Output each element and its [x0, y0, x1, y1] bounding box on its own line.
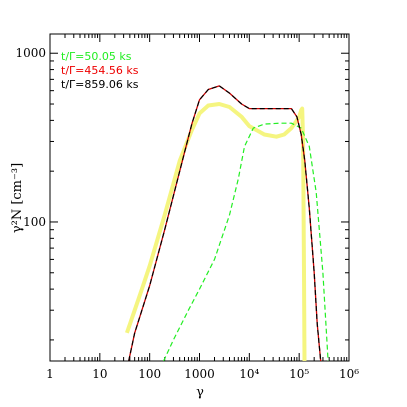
legend-entry: t/Γ=454.56 ks	[61, 64, 139, 77]
x-tick-label: 10⁴	[239, 367, 259, 381]
tick-marks	[49, 34, 349, 361]
series-line	[163, 122, 329, 361]
legend: t/Γ=50.05 kst/Γ=454.56 kst/Γ=859.06 ks	[61, 50, 139, 91]
x-axis-label: γ	[196, 385, 204, 400]
tick-labels: 1 10 100 1000 10⁴ 10⁵ 10⁶ 100 1000	[15, 46, 359, 381]
x-tick-label: 1	[46, 367, 54, 381]
series-layer	[125, 85, 329, 361]
x-tick-label: 10	[92, 367, 107, 381]
series-line	[128, 85, 322, 361]
y-tick-label: 1000	[15, 46, 46, 60]
legend-entry: t/Γ=859.06 ks	[61, 78, 139, 91]
x-tick-label: 10⁵	[289, 367, 309, 381]
legend-entry: t/Γ=50.05 ks	[61, 50, 132, 63]
x-tick-label: 1000	[184, 367, 215, 381]
x-tick-label: 100	[138, 367, 161, 381]
series-line	[125, 102, 307, 361]
y-axis-label: γ²N [cm⁻³]	[10, 163, 25, 233]
y-tick-label: 100	[23, 215, 46, 229]
x-tick-label: 10⁶	[339, 367, 359, 381]
